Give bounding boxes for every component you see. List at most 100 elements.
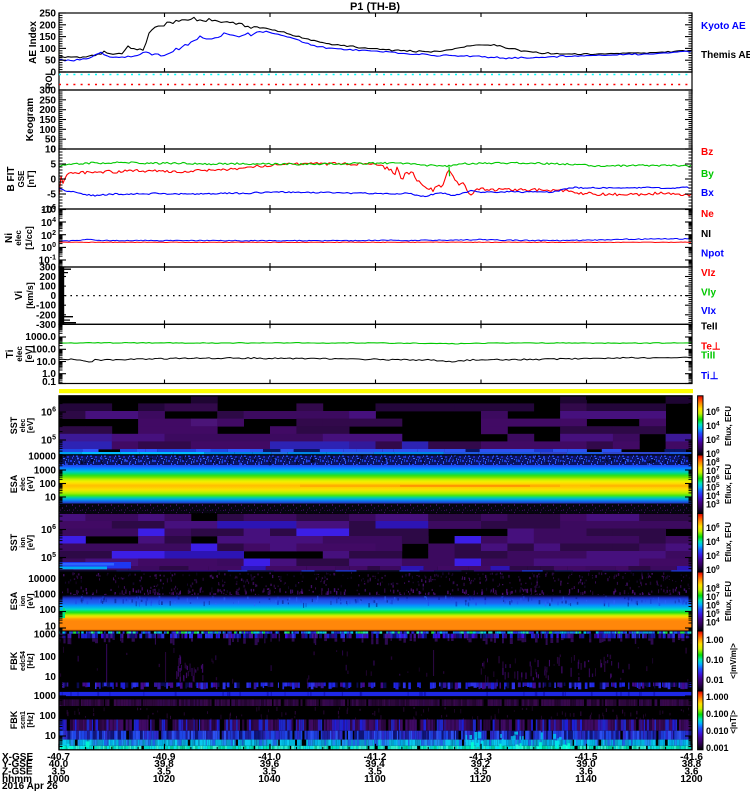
- svg-text:38.8: 38.8: [682, 759, 702, 770]
- svg-text:Keogram: Keogram: [25, 98, 36, 141]
- svg-text:108: 108: [706, 457, 720, 468]
- svg-text:150: 150: [39, 115, 56, 126]
- svg-text:-5: -5: [47, 190, 56, 201]
- svg-text:10: 10: [45, 672, 57, 683]
- svg-text:3.5: 3.5: [474, 767, 488, 778]
- svg-text:B FIT: B FIT: [6, 167, 17, 192]
- svg-text:100: 100: [706, 449, 720, 460]
- svg-text:FBK: FBK: [9, 651, 19, 670]
- svg-text:By: By: [701, 169, 714, 180]
- svg-text:elec: elec: [15, 346, 24, 362]
- svg-text:Ti⊥: Ti⊥: [701, 371, 719, 382]
- svg-text:300: 300: [39, 86, 56, 97]
- svg-text:[eV]: [eV]: [26, 535, 35, 550]
- svg-text:0.100: 0.100: [706, 709, 729, 719]
- svg-text:-300: -300: [36, 320, 56, 331]
- svg-text:100: 100: [39, 605, 56, 616]
- svg-text:102: 102: [706, 551, 720, 562]
- svg-text:10: 10: [45, 622, 57, 633]
- svg-text:[Hz]: [Hz]: [26, 712, 35, 727]
- svg-text:1120: 1120: [470, 774, 492, 785]
- svg-text:104: 104: [706, 491, 720, 502]
- svg-text:GSE: GSE: [17, 170, 26, 188]
- svg-text:39.2: 39.2: [471, 759, 491, 770]
- svg-text:3.5: 3.5: [52, 767, 66, 778]
- svg-text:elec: elec: [14, 230, 23, 246]
- svg-text:40.0: 40.0: [49, 759, 69, 770]
- svg-text:0.001: 0.001: [706, 743, 729, 753]
- svg-text:AE Index: AE Index: [28, 21, 39, 64]
- svg-text:ion: ion: [20, 537, 27, 548]
- svg-text:106: 106: [706, 474, 720, 485]
- svg-text:-10: -10: [42, 205, 57, 216]
- svg-text:Y-GSE: Y-GSE: [2, 759, 33, 770]
- svg-text:1100: 1100: [364, 774, 386, 785]
- svg-text:103: 103: [706, 499, 720, 510]
- svg-text:[Hz]: [Hz]: [26, 653, 35, 668]
- svg-text:100: 100: [39, 652, 56, 663]
- svg-text:[eV]: [eV]: [26, 593, 35, 608]
- svg-text:200: 200: [39, 105, 56, 116]
- svg-text:0.1: 0.1: [42, 377, 56, 388]
- svg-text:[km/s]: [km/s]: [25, 282, 35, 309]
- svg-text:100.0: 100.0: [31, 345, 56, 356]
- svg-text:[eV]: [eV]: [24, 345, 34, 362]
- svg-text:FBK: FBK: [9, 710, 19, 729]
- svg-text:Te⊥: Te⊥: [701, 342, 721, 353]
- svg-text:Eflux, EFU: Eflux, EFU: [724, 406, 733, 446]
- svg-text:1000.0: 1000.0: [25, 332, 56, 343]
- svg-text:0: 0: [50, 145, 56, 156]
- svg-text:0: 0: [50, 68, 56, 79]
- svg-text:3.6: 3.6: [579, 767, 593, 778]
- svg-text:50: 50: [45, 56, 57, 67]
- svg-text:[eV]: [eV]: [26, 476, 35, 491]
- svg-text:Kyoto AE: Kyoto AE: [701, 21, 746, 32]
- svg-text:Bx: Bx: [701, 188, 714, 199]
- svg-text:TeII: TeII: [701, 322, 718, 333]
- svg-text:Eflux, EFU: Eflux, EFU: [724, 522, 733, 562]
- svg-text:[nT]: [nT]: [26, 171, 36, 188]
- svg-text:300: 300: [39, 263, 56, 274]
- svg-text:Vi: Vi: [14, 291, 25, 300]
- svg-text:P1 (TH-B): P1 (TH-B): [350, 1, 400, 13]
- svg-text:10: 10: [45, 731, 57, 742]
- svg-text:107: 107: [706, 465, 720, 476]
- svg-text:3.5: 3.5: [157, 767, 171, 778]
- svg-text:250: 250: [39, 95, 56, 106]
- svg-text:39.6: 39.6: [260, 759, 280, 770]
- svg-text:105: 105: [706, 482, 720, 493]
- svg-text:-41.5: -41.5: [575, 752, 598, 763]
- svg-text:100: 100: [39, 711, 56, 722]
- svg-text:200: 200: [39, 20, 56, 31]
- svg-text:1040: 1040: [258, 774, 281, 785]
- svg-text:108: 108: [706, 583, 720, 594]
- svg-text:250: 250: [39, 9, 56, 20]
- svg-text:10: 10: [45, 493, 57, 504]
- svg-text:ROI: ROI: [44, 73, 54, 89]
- svg-text:100: 100: [39, 44, 56, 55]
- svg-text:3.5: 3.5: [368, 767, 382, 778]
- svg-text:10000: 10000: [28, 452, 56, 463]
- svg-text:10.0: 10.0: [37, 357, 57, 368]
- svg-text:-41.0: -41.0: [258, 752, 281, 763]
- svg-text:39.0: 39.0: [576, 759, 596, 770]
- svg-text:Themis AE: Themis AE: [701, 50, 750, 61]
- svg-text:107: 107: [706, 592, 720, 603]
- svg-text:5: 5: [50, 160, 56, 171]
- svg-text:SST: SST: [9, 533, 19, 551]
- svg-text:ion: ion: [20, 596, 27, 607]
- svg-text:106: 106: [706, 407, 720, 418]
- svg-text:-41.2: -41.2: [364, 752, 387, 763]
- svg-text:39.8: 39.8: [154, 759, 174, 770]
- svg-text:TiII: TiII: [701, 351, 715, 362]
- svg-text:-40.7: -40.7: [47, 752, 70, 763]
- svg-text:-41.6: -41.6: [680, 752, 703, 763]
- svg-text:150: 150: [39, 32, 56, 43]
- svg-text:VIz: VIz: [701, 268, 715, 279]
- svg-text:X-GSE: X-GSE: [2, 752, 33, 763]
- svg-text:ESA: ESA: [9, 474, 19, 493]
- svg-text:104: 104: [706, 537, 720, 548]
- svg-text:0.01: 0.01: [706, 675, 724, 685]
- svg-text:1.0: 1.0: [42, 369, 56, 380]
- svg-text:[eV]: [eV]: [26, 418, 35, 433]
